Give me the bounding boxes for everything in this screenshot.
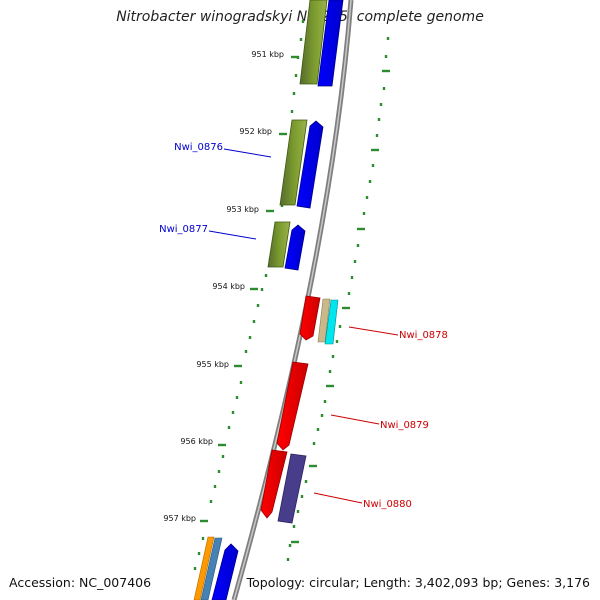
genome-summary: Topology: circular; Length: 3,402,093 bp… bbox=[246, 575, 590, 590]
gene-nwi-0878[interactable] bbox=[299, 295, 321, 341]
gene-red-0880[interactable] bbox=[260, 449, 288, 519]
gene-olive-top[interactable] bbox=[299, 0, 328, 85]
gene-blue-top[interactable] bbox=[317, 0, 344, 87]
kbp-label-951: 951 kbp bbox=[251, 50, 284, 59]
gene-orange-bottom[interactable] bbox=[193, 536, 215, 600]
left-major-ticks bbox=[200, 55, 299, 523]
gene-label-nwi-0876[interactable]: Nwi_0876 bbox=[174, 142, 223, 153]
leader-line-0876 bbox=[223, 148, 272, 158]
kbp-label-953: 953 kbp bbox=[226, 205, 259, 214]
gene-steel-bottom[interactable] bbox=[200, 537, 223, 600]
kbp-label-952: 952 kbp bbox=[239, 127, 272, 136]
gene-nwi-0879[interactable] bbox=[276, 361, 309, 451]
kbp-label-956: 956 kbp bbox=[180, 437, 213, 446]
leader-line-0878 bbox=[348, 326, 399, 336]
leader-line-0879 bbox=[330, 414, 380, 425]
gene-blue-bottom[interactable] bbox=[211, 543, 239, 600]
right-major-ticks bbox=[291, 69, 390, 544]
kbp-label-955: 955 kbp bbox=[196, 360, 229, 369]
leader-line-0877 bbox=[208, 230, 257, 240]
right-ticks bbox=[286, 37, 390, 561]
gene-nwi-0880[interactable] bbox=[277, 453, 307, 524]
gene-nwi-0877[interactable] bbox=[284, 224, 306, 271]
leader-line-0880 bbox=[313, 492, 363, 504]
kbp-label-957: 957 kbp bbox=[163, 514, 196, 523]
accession-text: Accession: NC_007406 bbox=[9, 575, 152, 590]
gene-label-nwi-0878[interactable]: Nwi_0878 bbox=[399, 330, 448, 341]
gene-label-nwi-0880[interactable]: Nwi_0880 bbox=[363, 499, 412, 510]
map-title: Nitrobacter winogradskyi Nb-255, complet… bbox=[116, 9, 484, 25]
kbp-label-954: 954 kbp bbox=[212, 282, 245, 291]
gene-cyan-0878[interactable] bbox=[324, 299, 339, 345]
gene-label-nwi-0877[interactable]: Nwi_0877 bbox=[159, 224, 208, 235]
gene-olive-0877[interactable] bbox=[267, 221, 291, 268]
gene-nwi-0876[interactable] bbox=[296, 120, 324, 209]
gene-olive-0876[interactable] bbox=[279, 119, 308, 206]
gene-label-nwi-0879[interactable]: Nwi_0879 bbox=[380, 420, 429, 431]
